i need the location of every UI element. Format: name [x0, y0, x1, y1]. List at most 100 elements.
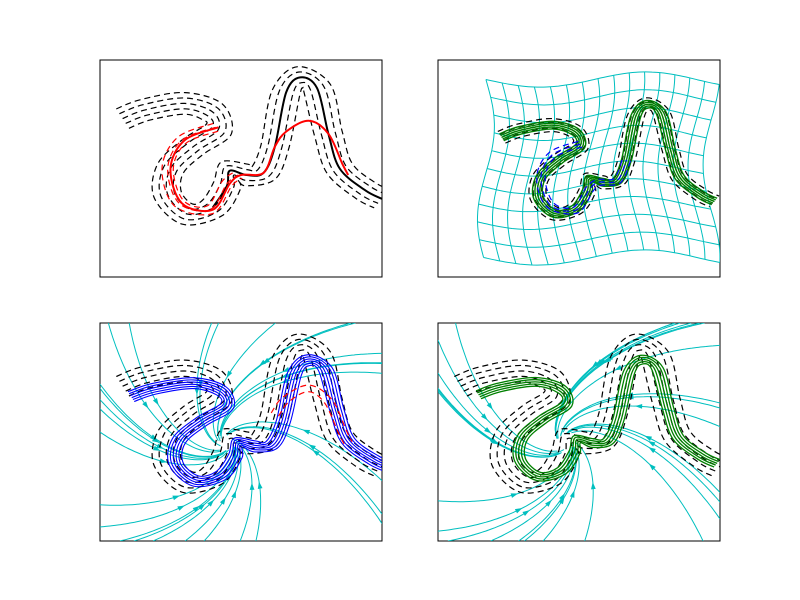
- streamline-arrowhead: [648, 463, 656, 471]
- streamline-arrowhead: [159, 458, 168, 464]
- panel-plot-area: [100, 323, 382, 541]
- streamline: [455, 323, 558, 452]
- grid-line: [486, 160, 704, 177]
- streamline: [220, 362, 382, 435]
- streamline-arrowhead: [644, 435, 653, 441]
- streamline-arrowhead: [262, 357, 270, 364]
- streamline-arrowhead: [142, 401, 149, 409]
- streamline: [100, 388, 223, 458]
- reproduction-line: [501, 103, 715, 215]
- demonstration-line: [460, 344, 720, 484]
- panel-top-right: [437, 59, 721, 278]
- panel-frame: [99, 322, 383, 542]
- streamline-arrowhead: [647, 441, 656, 447]
- streamline: [438, 391, 562, 458]
- streamline: [226, 421, 382, 481]
- streamline: [554, 323, 676, 436]
- demonstration-line: [119, 71, 382, 211]
- demonstration-line: [125, 349, 379, 489]
- reproduction-line: [131, 360, 382, 484]
- adapted-variant-line: [172, 130, 235, 208]
- streamline-arrowhead: [510, 493, 519, 498]
- streamline: [196, 323, 221, 447]
- streamline: [235, 441, 253, 541]
- grid-line: [490, 89, 717, 106]
- reproduction-line: [127, 354, 382, 477]
- streamline-arrowhead: [603, 357, 612, 364]
- streamline-arrowhead: [308, 444, 316, 451]
- streamline-arrowhead: [219, 497, 226, 505]
- streamline-arrowhead: [486, 402, 493, 410]
- streamline: [518, 443, 577, 541]
- streamline: [555, 323, 705, 439]
- panel-plot-area: [476, 71, 720, 266]
- adapted-variant-line: [544, 146, 624, 209]
- demonstration-line: [497, 97, 720, 209]
- streamline-arrowhead: [249, 482, 255, 490]
- reproduction-line: [134, 364, 382, 488]
- streamline-arrowhead: [569, 490, 575, 498]
- panel-plot-area: [438, 323, 720, 541]
- panel-plot-area: [116, 66, 382, 226]
- reproduction-line: [480, 363, 715, 482]
- streamline-arrowhead: [590, 481, 596, 490]
- streamline-arrowhead: [198, 379, 204, 388]
- reproduction-line: [502, 105, 714, 217]
- streamline-arrowhead: [598, 358, 607, 365]
- streamline-arrowhead: [152, 397, 159, 406]
- streamline-arrowhead: [480, 413, 488, 421]
- panel-bottom-left: [99, 322, 383, 542]
- streamline-arrowhead: [545, 499, 552, 507]
- adapted-variant-line: [278, 391, 345, 445]
- streamline: [542, 446, 580, 541]
- streamline: [230, 427, 382, 524]
- streamline: [226, 426, 382, 515]
- streamline: [560, 393, 720, 435]
- demonstration-line: [505, 109, 710, 221]
- adapted-variant-line: [167, 126, 239, 212]
- adapted-variant-line: [161, 122, 243, 216]
- streamline-arrowhead: [484, 427, 492, 434]
- reproduction-line: [130, 358, 382, 482]
- reproduction-line: [499, 99, 718, 212]
- panel-bottom-right: [437, 322, 721, 542]
- streamline: [574, 441, 594, 541]
- reproduction-line: [128, 356, 382, 479]
- grid-line: [483, 249, 720, 266]
- streamline-arrowhead: [198, 503, 206, 511]
- streamline: [555, 323, 692, 437]
- streamline: [560, 396, 720, 437]
- streamline-arrowhead: [257, 481, 263, 489]
- panel-top-left: [99, 59, 383, 278]
- streamline-arrowhead: [591, 361, 599, 368]
- reproduction-line: [479, 360, 716, 480]
- adapted-line: [169, 119, 350, 213]
- streamline-arrowhead: [194, 387, 200, 396]
- streamline-arrowhead: [152, 445, 161, 451]
- streamline-arrowhead: [312, 449, 320, 456]
- streamline-arrowhead: [172, 495, 180, 501]
- streamline-arrowhead: [258, 359, 267, 367]
- grid-line: [477, 213, 716, 230]
- streamline: [100, 399, 227, 459]
- reproduction-line: [476, 356, 719, 476]
- streamline-arrowhead: [491, 438, 499, 445]
- demonstration-line: [119, 338, 382, 479]
- grid-line: [479, 231, 720, 248]
- reproduction-line: [211, 76, 382, 209]
- demonstration-line: [457, 338, 720, 479]
- streamline-arrowhead: [151, 437, 160, 443]
- grid-line: [478, 196, 711, 213]
- streamline-arrowhead: [226, 370, 233, 379]
- streamline-arrowhead: [207, 499, 215, 507]
- reproduction-line: [475, 354, 720, 474]
- streamline-arrowhead: [522, 510, 530, 517]
- streamline: [203, 446, 242, 541]
- streamline-arrowhead: [192, 505, 200, 512]
- reproduction-line: [132, 362, 382, 486]
- streamline-arrowhead: [231, 490, 236, 499]
- reproduction-line: [500, 101, 717, 213]
- streamline-arrowhead: [514, 508, 523, 514]
- adapted-variant-line: [270, 384, 353, 442]
- demonstration-line: [128, 86, 375, 226]
